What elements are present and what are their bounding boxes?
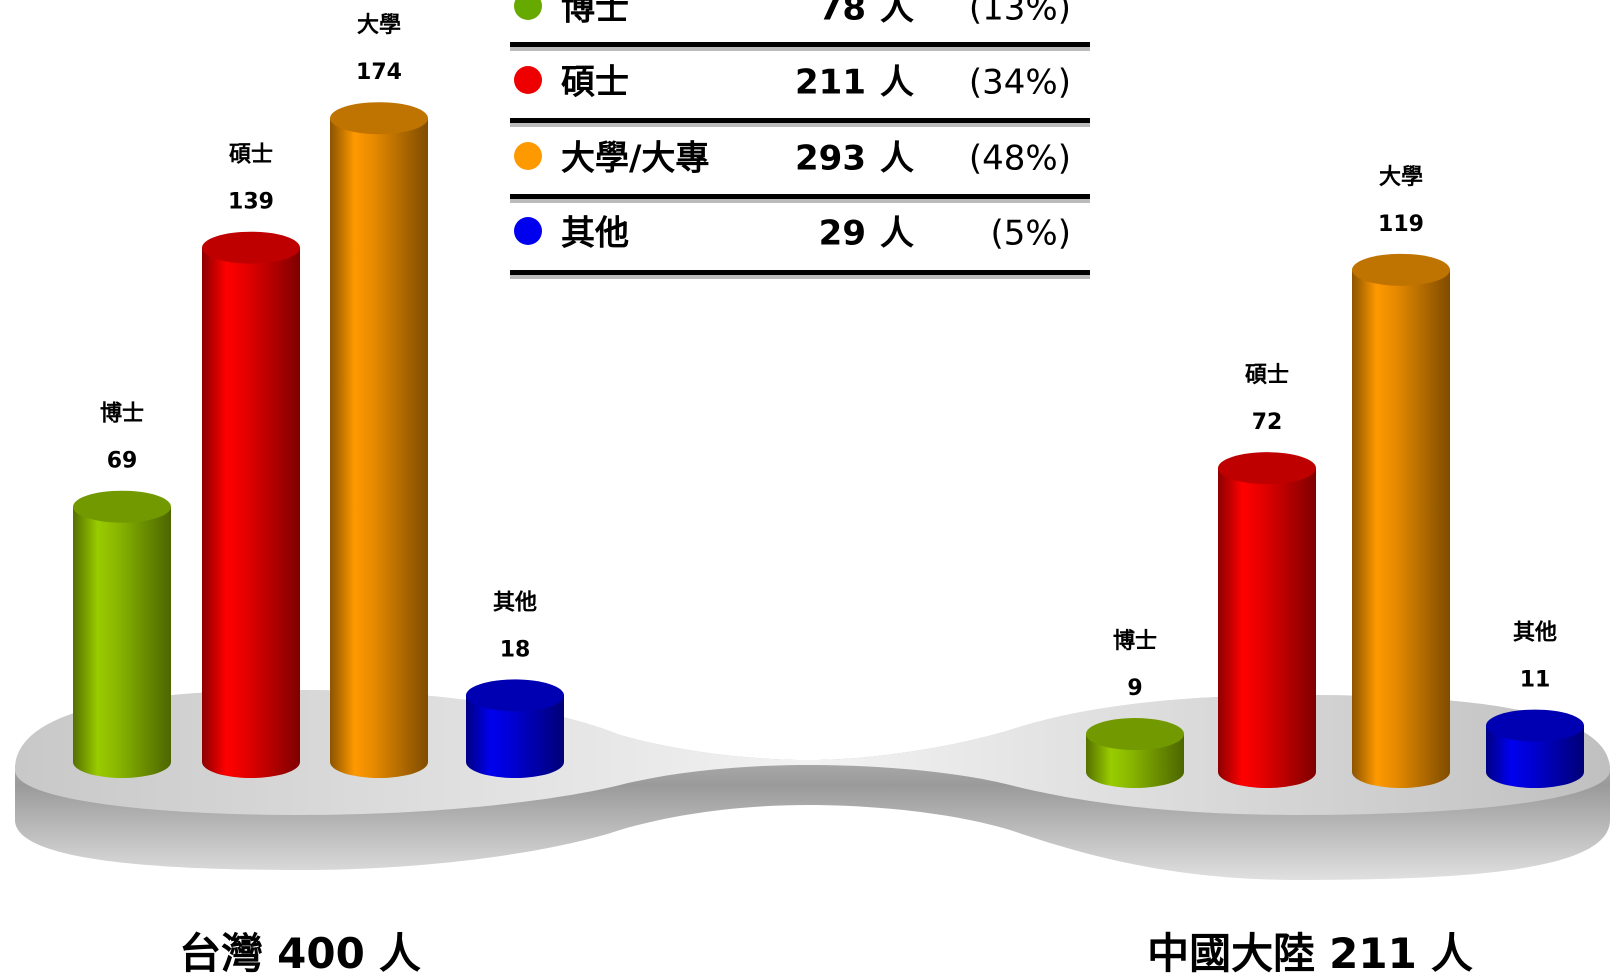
- legend-rule-shadow: [510, 123, 1090, 127]
- legend-unit: 人: [880, 0, 914, 29]
- group-title: 中國大陸: [1147, 929, 1315, 978]
- bar-top: [1086, 718, 1184, 751]
- value-label: 139: [228, 190, 274, 215]
- group-unit: 人: [379, 929, 421, 978]
- value-label: 11: [1520, 668, 1551, 693]
- legend-count: 78: [819, 0, 866, 29]
- bar-top: [466, 679, 564, 712]
- bar-top: [1352, 253, 1450, 286]
- legend-dot: [514, 0, 542, 20]
- legend-dot: [514, 217, 542, 245]
- value-label: 69: [107, 449, 138, 474]
- bar-top: [1218, 452, 1316, 485]
- category-label: 博士: [100, 401, 144, 427]
- legend-rule: [510, 194, 1090, 199]
- bar: [202, 247, 300, 762]
- group-total: 400: [277, 929, 365, 978]
- group-title: 台灣: [179, 929, 263, 978]
- value-label: 174: [356, 60, 402, 85]
- category-label: 大學: [1379, 164, 1423, 190]
- legend-rule: [510, 118, 1090, 123]
- bar: [73, 506, 171, 762]
- bar-top: [202, 231, 300, 264]
- legend-rule-shadow: [510, 275, 1090, 279]
- bar-top: [73, 490, 171, 523]
- legend-name: 其他: [561, 214, 629, 254]
- value-label: 119: [1378, 212, 1424, 237]
- legend-dot: [514, 142, 542, 170]
- category-label: 大學: [357, 12, 401, 38]
- group-label: 台灣 400 人: [179, 929, 421, 978]
- legend-name: 碩士: [561, 63, 629, 103]
- legend-name: 博士: [561, 0, 629, 29]
- legend-rule-shadow: [510, 199, 1090, 203]
- legend-count: 211: [795, 63, 866, 103]
- category-label: 其他: [493, 590, 537, 615]
- category-label: 碩士: [1245, 363, 1289, 388]
- legend-count: 293: [795, 139, 866, 179]
- bar-top: [330, 102, 428, 135]
- legend-rule: [510, 42, 1090, 47]
- legend-percent: (5%): [991, 214, 1071, 254]
- group-label: 中國大陸 211 人: [1147, 929, 1473, 978]
- bar: [1352, 269, 1450, 772]
- group-total: 211: [1329, 929, 1417, 978]
- bar: [1218, 468, 1316, 772]
- legend-count: 29: [819, 214, 866, 254]
- legend-unit: 人: [880, 214, 914, 254]
- category-label: 碩士: [229, 143, 273, 168]
- group-unit: 人: [1431, 929, 1473, 978]
- bar-top: [1486, 709, 1584, 742]
- legend-rule: [510, 270, 1090, 275]
- value-label: 18: [500, 637, 531, 662]
- legend-name: 大學/大專: [561, 139, 709, 179]
- legend-dot: [514, 66, 542, 94]
- legend-percent: (48%): [969, 139, 1071, 179]
- category-label: 博士: [1113, 628, 1157, 654]
- legend-rule-shadow: [510, 47, 1090, 51]
- legend: 博士 78 人 (13%) 碩士 211 人 (34%) 大學/大專 293 人 (48%) 其他 29 人…: [510, 0, 1090, 279]
- value-label: 72: [1252, 410, 1283, 435]
- legend-percent: (34%): [969, 63, 1071, 103]
- category-label: 其他: [1513, 621, 1557, 646]
- bar: [330, 118, 428, 762]
- value-label: 9: [1127, 676, 1142, 701]
- legend-unit: 人: [880, 139, 914, 179]
- legend-percent: (13%): [969, 0, 1071, 29]
- legend-unit: 人: [880, 63, 914, 103]
